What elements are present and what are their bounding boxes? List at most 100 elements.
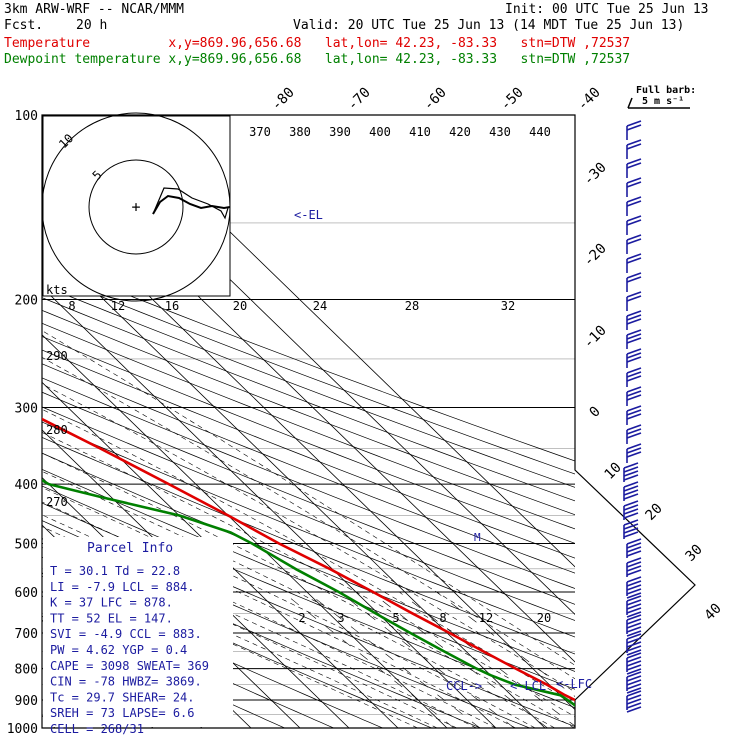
parcel-info-row: SREH = 73 LAPSE= 6.6	[50, 706, 195, 720]
forecast-hour: 20 h	[76, 18, 108, 33]
wind-barb	[626, 367, 642, 387]
wind-barb-flag	[626, 390, 642, 397]
wind-barb-flag	[626, 386, 642, 393]
dry-adiabat	[42, 421, 575, 638]
wind-barb-flag	[626, 318, 642, 325]
wind-legend-barb	[627, 97, 690, 109]
isotherm-label: -40	[575, 85, 604, 114]
wind-barb-flag	[626, 451, 642, 458]
parcel-info-row: CIN = -78 HWBZ= 3869.	[50, 675, 202, 689]
wind-barb-flag	[626, 622, 642, 629]
wind-barb	[626, 386, 642, 406]
wind-barb	[626, 310, 642, 330]
theta-side-label: 280	[46, 423, 68, 437]
wind-barb-flag	[623, 462, 639, 469]
wind-barb-flag	[626, 234, 642, 241]
parcel-info-background	[43, 537, 233, 727]
wind-barb-flag	[626, 694, 642, 701]
mixing-ratio-label: 5	[392, 611, 399, 625]
wind-barb-flag	[626, 375, 642, 382]
wind-barb	[626, 633, 642, 656]
isotherm	[42, 429, 350, 728]
hodograph-speed-label: 28	[405, 299, 419, 313]
wind-barb-flag	[626, 702, 642, 709]
parcel-info-row: CELL = 268/31	[50, 722, 144, 736]
wind-barb-flag	[626, 238, 642, 245]
wind-barb-flag	[626, 565, 642, 572]
wind-barb-flag	[626, 348, 642, 355]
dry-adiabat	[42, 406, 575, 621]
wind-barb-flag	[626, 413, 642, 420]
dry-adiabat	[42, 272, 575, 475]
dry-adiabat	[42, 377, 575, 589]
parcel-info-row: SVI = -4.9 CCL = 883.	[50, 627, 202, 641]
hodograph-speed-label: 20	[233, 299, 247, 313]
diagram-frame	[41, 114, 696, 729]
wind-barb-flag	[626, 690, 642, 697]
wind-barb-flag	[626, 576, 642, 583]
wind-barb-flag	[626, 592, 642, 599]
mixing-ratio-line	[399, 591, 575, 727]
theta-label: 390	[329, 125, 351, 139]
wind-barb	[626, 348, 642, 368]
wind-barb	[626, 120, 642, 140]
parcel-info-row: K = 37 LFC = 878.	[50, 596, 173, 610]
pressure-label-700: 700	[15, 627, 38, 642]
wind-barb-flag	[626, 200, 642, 207]
mixing-ratio-label: 20	[537, 611, 551, 625]
wind-barb-flag	[626, 276, 642, 283]
wind-barb	[626, 557, 642, 577]
theta-label: 410	[409, 125, 431, 139]
parcel-info-row: PW = 4.62 YGP = 0.4	[50, 643, 187, 657]
wind-barb	[626, 538, 642, 558]
wind-barb-flag	[626, 181, 642, 188]
dry-adiabat	[42, 336, 575, 544]
wind-barb-flag	[626, 668, 642, 675]
isotherm-label: -80	[269, 85, 298, 114]
wind-barb-flag	[626, 652, 642, 659]
hodograph-trace-secondary	[152, 187, 229, 220]
parcel-info-row: TT = 52 EL = 147.	[50, 611, 173, 625]
wind-barb-flag	[626, 295, 642, 302]
isotherm-label: -20	[581, 241, 610, 270]
wind-barb-flag	[626, 611, 642, 618]
hodograph-units: kts	[46, 283, 68, 297]
wind-barb	[626, 652, 642, 675]
wind-barb-flag	[626, 394, 642, 401]
wind-barb-flag	[626, 618, 642, 625]
wind-barb	[626, 272, 642, 292]
wind-barb-flag	[626, 599, 642, 606]
wind-barb-flag	[626, 607, 642, 614]
pressure-label-300: 300	[15, 401, 38, 416]
parcel-info-box: Parcel Info T = 30.1 Td = 22.8 LI = -7.9 L…	[43, 537, 233, 736]
dry-adiabat	[42, 391, 575, 605]
wind-barb	[626, 139, 642, 159]
hodograph-speed-label: 8	[68, 299, 75, 313]
wind-barb-flag	[626, 588, 642, 595]
pressure-label-400: 400	[15, 478, 38, 493]
theta-label: 380	[289, 125, 311, 139]
wind-barb-flag	[626, 432, 642, 439]
wind-barb-flag	[626, 162, 642, 169]
wind-barb-flag	[626, 630, 642, 637]
wind-barb	[626, 405, 642, 425]
wind-barb-flag	[626, 143, 642, 150]
wind-barb-flag	[626, 546, 642, 553]
hodograph-speed-label: 24	[313, 299, 327, 313]
mixing-ratio-line	[436, 591, 575, 697]
wind-barb-flag	[623, 508, 639, 515]
wind-barb-flag	[626, 443, 642, 450]
wind-barb-flag	[626, 595, 642, 602]
wind-barb-flag	[623, 512, 639, 519]
wind-barb-flag	[626, 633, 642, 640]
wind-barb-flag	[626, 337, 642, 344]
temperature-legend: Temperature x,y=869.96,656.68 lat,lon= 4…	[4, 36, 631, 51]
wind-barb-flag	[626, 367, 642, 374]
wind-barb-flag	[623, 519, 639, 526]
dry-adiabat	[42, 349, 575, 559]
isotherm-label: 20	[643, 501, 666, 524]
wind-barb	[623, 500, 639, 520]
wind-barb	[626, 158, 642, 178]
wind-barb-flag	[626, 679, 642, 686]
